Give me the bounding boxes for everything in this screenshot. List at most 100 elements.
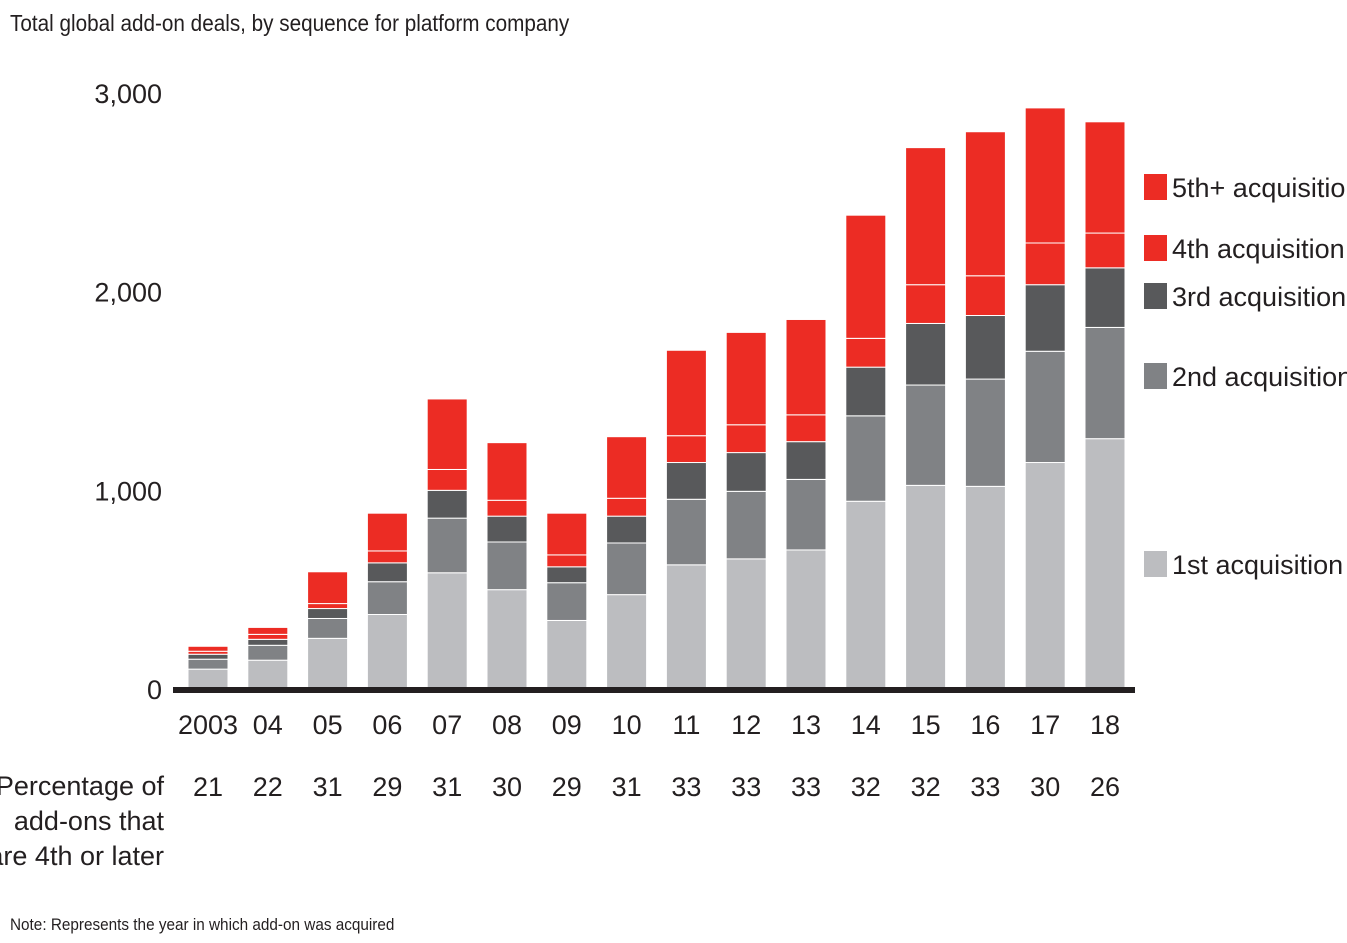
bar-segment-1 — [964, 485, 1006, 690]
bar-segment-4 — [1084, 232, 1126, 269]
percentage-value: 33 — [970, 772, 1000, 802]
percentage-value: 33 — [731, 772, 761, 802]
legend-label: 1st acquisition — [1172, 550, 1343, 580]
bar-segment-1 — [366, 614, 408, 690]
bar-segment-5 — [725, 331, 767, 426]
x-tick-label: 07 — [432, 710, 462, 740]
bar-segment-5 — [905, 147, 947, 286]
x-tick-label: 04 — [253, 710, 283, 740]
bar-segment-1 — [546, 619, 588, 690]
bar-segment-3 — [725, 452, 767, 492]
x-tick-label: 10 — [612, 710, 642, 740]
percentage-value: 31 — [612, 772, 642, 802]
bar-segment-2 — [247, 644, 289, 661]
percentage-value: 29 — [372, 772, 402, 802]
bar-segment-5 — [665, 349, 707, 437]
bar-segment-2 — [366, 581, 408, 615]
x-tick-label: 18 — [1090, 710, 1120, 740]
bar-segment-2 — [905, 384, 947, 486]
bar-segment-2 — [307, 617, 349, 639]
x-tick-label: 12 — [731, 710, 761, 740]
bar-segment-5 — [1024, 107, 1066, 244]
legend-label: 3rd acquisition — [1172, 282, 1346, 312]
bar-segment-5 — [1084, 121, 1126, 234]
percentage-value: 33 — [791, 772, 821, 802]
bar-segment-5 — [307, 571, 349, 605]
x-tick-label: 09 — [552, 710, 582, 740]
bar-segment-1 — [307, 637, 349, 690]
bar-segment-1 — [1084, 438, 1126, 690]
bar-segment-2 — [187, 658, 229, 670]
bar-segment-2 — [606, 542, 648, 596]
bar-segment-3 — [665, 462, 707, 500]
y-tick-label: 1,000 — [94, 476, 162, 506]
percentage-value: 31 — [432, 772, 462, 802]
bar-segment-2 — [1084, 326, 1126, 440]
bar-segment-4 — [606, 497, 648, 517]
percentage-row: 21 22 31 29 31 30 29 31 33 33 33 32 32 33 30 26 — [193, 772, 1120, 802]
bar-segment-4 — [845, 337, 887, 368]
percentage-row-label-line-2: add-ons that — [13, 806, 164, 836]
bar-segment-2 — [1024, 350, 1066, 464]
bar-segment-5 — [546, 512, 588, 556]
legend-label: 4th acquisition — [1172, 234, 1345, 264]
bar-segment-2 — [486, 541, 528, 591]
x-tick-label: 06 — [372, 710, 402, 740]
percentage-row-label-line-3: are 4th or later — [0, 841, 164, 871]
bar-segment-3 — [785, 441, 827, 480]
bar-segment-3 — [187, 653, 229, 660]
bar-segment-3 — [964, 315, 1006, 380]
bar-segment-4 — [785, 414, 827, 443]
bar-segment-3 — [606, 515, 648, 544]
y-tick-label: 0 — [147, 675, 162, 705]
x-tick-label: 14 — [851, 710, 881, 740]
legend-label: 2nd acquisition — [1172, 362, 1347, 392]
x-tick-label: 05 — [313, 710, 343, 740]
legend-label: 5th+ acquisition — [1172, 173, 1347, 203]
bar-segment-5 — [785, 318, 827, 416]
bar-segment-2 — [964, 378, 1006, 487]
bar-segment-4 — [307, 603, 349, 610]
percentage-row-label: Percentage of add-ons that are 4th or la… — [0, 769, 164, 874]
x-tick-label: 08 — [492, 710, 522, 740]
x-tick-label: 13 — [791, 710, 821, 740]
bar-segment-4 — [725, 424, 767, 454]
chart-note: Note: Represents the year in which add-o… — [10, 915, 395, 934]
bar-segment-5 — [606, 436, 648, 499]
bar-segment-1 — [486, 589, 528, 690]
percentage-value: 22 — [253, 772, 283, 802]
bar-segment-5 — [486, 442, 528, 501]
percentage-value: 30 — [1030, 772, 1060, 802]
percentage-value: 32 — [851, 772, 881, 802]
bar-segment-4 — [665, 435, 707, 464]
x-tick-label: 17 — [1030, 710, 1060, 740]
y-tick-label: 3,000 — [94, 79, 162, 109]
bar-segment-4 — [366, 550, 408, 564]
x-tick-label: 2003 — [178, 710, 238, 740]
bar-segment-2 — [665, 498, 707, 566]
x-axis: 2003 04 05 06 07 08 09 10 11 12 13 14 15 16 17 18 — [178, 710, 1120, 740]
bar-segment-1 — [606, 594, 648, 690]
legend-swatch — [1144, 363, 1167, 389]
bar-segment-2 — [546, 582, 588, 621]
bar-segment-1 — [725, 558, 767, 690]
bar-segment-5 — [964, 131, 1006, 277]
bar-segment-2 — [426, 517, 468, 574]
x-tick-label: 16 — [970, 710, 1000, 740]
percentage-value: 29 — [552, 772, 582, 802]
bar-segment-5 — [187, 645, 229, 652]
bar-segment-3 — [546, 566, 588, 584]
bar-segment-2 — [785, 478, 827, 551]
percentage-value: 30 — [492, 772, 522, 802]
x-tick-label: 11 — [672, 710, 700, 740]
bar-segment-1 — [665, 564, 707, 690]
bar-segment-1 — [187, 668, 229, 690]
bar-segment-1 — [905, 484, 947, 690]
bar-segment-5 — [366, 512, 408, 552]
percentage-row-label-line-1: Percentage of — [0, 771, 164, 801]
y-tick-label: 2,000 — [94, 278, 162, 308]
legend-swatch — [1144, 551, 1167, 577]
bar-segment-1 — [785, 549, 827, 690]
bars — [187, 107, 1126, 690]
